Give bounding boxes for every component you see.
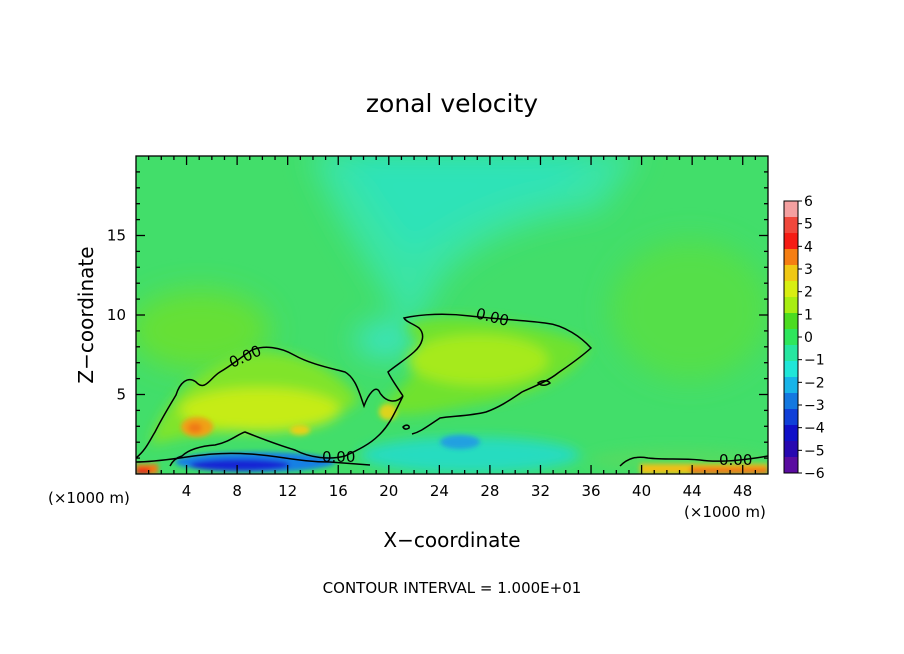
field-cyan-core (355, 322, 415, 358)
field-orange-peak (188, 423, 202, 433)
colorbar-swatch (784, 361, 798, 378)
colorbar-swatch (784, 217, 798, 234)
contour-left-outer (136, 346, 404, 467)
y-axis-label: Z−coordinate (74, 246, 98, 383)
x-unit-label: (×1000 m) (684, 503, 766, 521)
colorbar-swatch (784, 265, 798, 282)
colorbar-tick-label: 6 (804, 194, 813, 210)
y-unit-label: (×1000 m) (48, 489, 130, 507)
contour-bottom-right (619, 455, 768, 467)
y-tick-labels: 5 10 15 (107, 227, 126, 404)
colorbar-tick-label: 4 (804, 239, 813, 255)
x-tick-label: 20 (379, 482, 398, 500)
colorbar-tick-label: −1 (804, 353, 825, 369)
x-axis-label: X−coordinate (383, 528, 520, 552)
field-deep-blue-jet (190, 459, 290, 471)
contour-label-3: 0.00 (322, 448, 355, 466)
field-surface-orange-right (690, 467, 768, 474)
field-bottom-cyan (360, 437, 580, 473)
x-tick-label: 12 (278, 482, 297, 500)
x-tick-label: 44 (683, 482, 702, 500)
x-tick-labels: 4 8 12 16 20 24 28 32 36 40 44 48 (182, 482, 752, 500)
colorbar-tick-label: 0 (804, 330, 813, 346)
contour-right-lobe (387, 313, 593, 435)
colorbar-tick-label: −3 (804, 398, 825, 414)
field-blue-patch (440, 435, 480, 449)
colorbar (783, 200, 802, 474)
x-tick-label: 8 (232, 482, 242, 500)
contour-interval-note: CONTOUR INTERVAL = 1.000E+01 (323, 579, 582, 597)
colorbar-swatch (784, 297, 798, 314)
contour-small-1 (536, 380, 552, 386)
contour-lines (136, 313, 768, 467)
contour-lower (136, 452, 371, 466)
field-left-yellow (180, 388, 340, 432)
colorbar-swatch (784, 233, 798, 250)
colorbar-swatch (784, 201, 798, 218)
colorbar-swatch (784, 393, 798, 410)
y-tick-label: 10 (107, 306, 126, 324)
colorbar-tick-label: 2 (804, 285, 813, 301)
colorbar-swatch (784, 409, 798, 426)
heatmap-field (136, 156, 768, 474)
field-upper-layers (136, 156, 768, 380)
colorbar-tick-label: 3 (804, 262, 813, 278)
colorbar-tick-label: −5 (804, 443, 825, 459)
colorbar-tick-label: −4 (804, 421, 825, 437)
colorbar-tick-labels: 6 5 4 3 2 1 0 −1 −2 −3 −4 −5 −6 (804, 194, 825, 482)
field-surface-red-left (136, 468, 150, 474)
field-lobe-yellow (408, 335, 548, 385)
colorbar-tick-label: −6 (804, 466, 825, 482)
y-tick-label: 5 (116, 386, 126, 404)
colorbar-swatch (784, 281, 798, 298)
colorbar-swatch (784, 425, 798, 442)
x-tick-label: 40 (632, 482, 651, 500)
chart-title: zonal velocity (366, 89, 538, 118)
axis-ticks (136, 156, 768, 474)
x-tick-label: 16 (329, 482, 348, 500)
x-tick-label: 24 (430, 482, 449, 500)
colorbar-tick-label: 1 (804, 307, 813, 323)
colorbar-swatch (784, 313, 798, 330)
colorbar-swatch (784, 329, 798, 346)
field-upper-teal (343, 156, 594, 260)
x-tick-label: 28 (480, 482, 499, 500)
field-yellow-spot (290, 425, 310, 435)
x-tick-label: 36 (581, 482, 600, 500)
field-strong-features (136, 404, 768, 474)
contour-label-4: 0.00 (719, 451, 752, 469)
field-left-warm (136, 290, 270, 370)
colorbar-swatch (784, 249, 798, 266)
colorbar-swatch (784, 377, 798, 394)
y-tick-label: 15 (107, 227, 126, 245)
x-tick-label: 4 (182, 482, 192, 500)
colorbar-tick-label: 5 (804, 217, 813, 233)
colorbar-swatch (784, 345, 798, 362)
contour-small-2 (402, 424, 410, 430)
colorbar-tick-label: −2 (804, 375, 825, 391)
colorbar-swatch (784, 457, 798, 474)
x-tick-label: 48 (733, 482, 752, 500)
x-tick-label: 32 (531, 482, 550, 500)
field-right-green (610, 240, 768, 380)
colorbar-swatch (784, 441, 798, 458)
